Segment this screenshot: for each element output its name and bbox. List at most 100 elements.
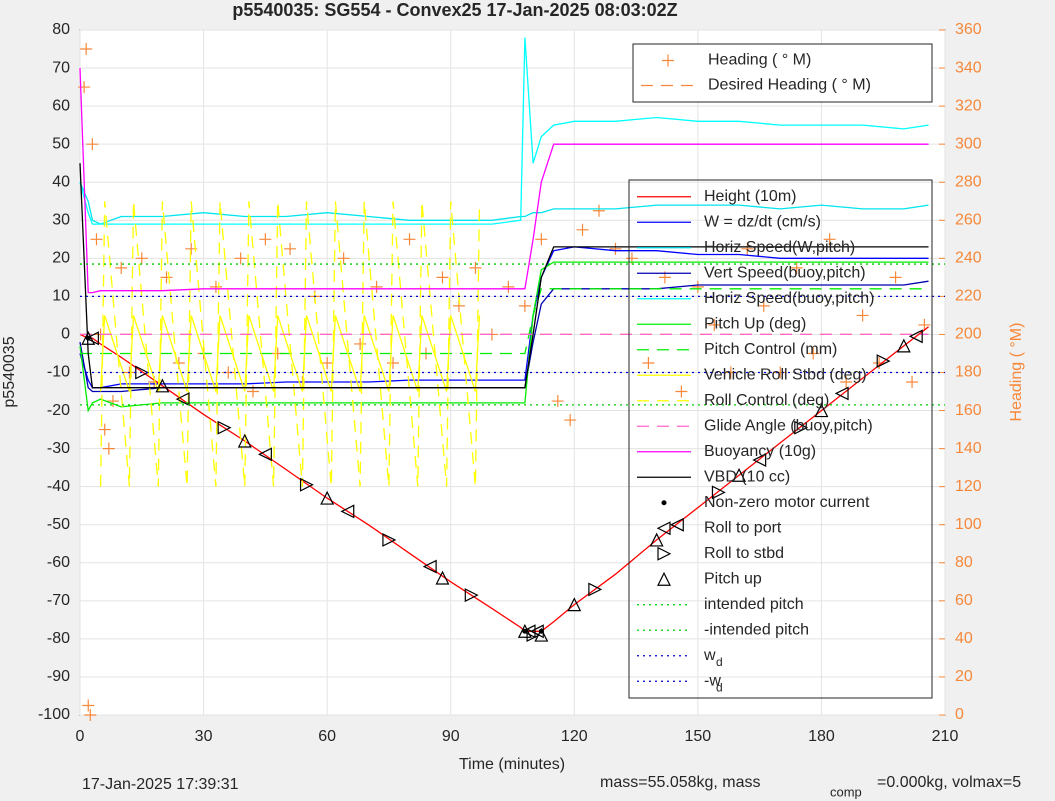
event-marker: [794, 420, 809, 435]
series-line: [99, 201, 481, 487]
heading-point: [675, 385, 688, 398]
legend-swatch: [662, 54, 674, 67]
event-marker: [649, 532, 664, 547]
y-tick-label: 20: [52, 250, 70, 267]
legend-label-sub: d: [716, 655, 723, 669]
heading-point: [354, 337, 367, 350]
legend-label: Roll Control (deg): [704, 392, 829, 409]
y-tick-label: 80: [52, 21, 70, 38]
event-marker: [732, 467, 747, 482]
heading-point: [790, 261, 803, 274]
y-tick-label: 70: [52, 59, 70, 76]
event-marker: [534, 627, 549, 642]
series-line: [79, 163, 929, 389]
legend-label: Glide Angle (buoy,pitch): [704, 417, 873, 434]
y-axis-label: p5540035: [1, 336, 18, 407]
heading-point: [80, 43, 93, 56]
legend-label: intended pitch: [704, 596, 804, 613]
legend-label: Vert Speed(buoy,pitch): [704, 264, 866, 281]
y-tick-label: -60: [47, 554, 70, 571]
event-marker: [237, 433, 252, 448]
heading-point: [840, 376, 853, 389]
legend-label: Pitch up: [704, 570, 762, 587]
y2-tick-label: 80: [955, 554, 973, 571]
x-tick-label: 180: [808, 728, 835, 745]
y2-tick-label: 20: [955, 668, 973, 685]
y-tick-label: 30: [52, 211, 70, 228]
event-marker: [908, 329, 923, 344]
legend-label: VBD (10 cc): [704, 468, 790, 485]
y2-tick-label: 240: [955, 250, 982, 267]
legend-label: -w: [704, 672, 721, 689]
y2-tick-label: 180: [955, 364, 982, 381]
event-marker: [526, 628, 541, 643]
y-tick-label: -10: [47, 364, 70, 381]
heading-point: [90, 233, 103, 246]
y2-tick-label: 40: [955, 630, 973, 647]
heading-point: [856, 309, 869, 322]
heading-point: [98, 423, 111, 436]
y2-tick-label: 320: [955, 97, 982, 114]
heading-point: [593, 204, 605, 217]
heading-point: [234, 252, 247, 265]
event-marker: [175, 392, 190, 407]
legend-label: Desired Heading ( ° M): [708, 77, 871, 94]
legend-box: [632, 43, 933, 103]
series-line: [79, 326, 929, 632]
series-line: [79, 68, 929, 294]
legend-swatch: [656, 521, 671, 536]
heading-point: [823, 233, 836, 246]
y-tick-label: -80: [47, 630, 70, 647]
heading-point: [135, 252, 148, 265]
legend-label-sub: d: [716, 680, 723, 694]
event-marker: [517, 623, 532, 638]
y2-axis-label: Heading ( °M): [1008, 323, 1025, 422]
y-tick-label: -40: [47, 478, 70, 495]
heading-point: [642, 356, 655, 369]
event-marker: [669, 517, 684, 532]
heading-point: [102, 442, 115, 455]
series-line: [79, 246, 929, 389]
legend-swatch: [657, 546, 672, 561]
legend-label: Roll to port: [704, 519, 782, 536]
heading-point: [564, 414, 577, 427]
heading-point: [403, 233, 416, 246]
event-marker: [81, 330, 96, 345]
event-marker: [814, 403, 829, 418]
event-marker: [752, 453, 767, 467]
y-tick-label: -100: [38, 706, 70, 723]
x-tick-label: 120: [561, 728, 588, 745]
y2-tick-label: 120: [955, 478, 982, 495]
event-marker: [422, 559, 437, 574]
y2-tick-label: 160: [955, 402, 982, 419]
y-tick-label: -30: [47, 440, 70, 457]
legend-label: Vehicle Roll Stbd (deg): [704, 366, 867, 383]
heading-point: [387, 356, 400, 369]
y-tick-label: -50: [47, 516, 70, 533]
heading-point: [86, 138, 99, 151]
event-marker: [876, 354, 891, 369]
event-marker: [834, 386, 849, 401]
event-marker: [340, 504, 355, 519]
event-marker: [711, 485, 726, 500]
y2-tick-label: 220: [955, 288, 982, 305]
legend-swatch: [661, 500, 667, 506]
series-line: [79, 37, 929, 225]
legend-label: -intended pitch: [704, 621, 809, 638]
legend-box: [628, 179, 933, 699]
heading-point: [502, 280, 515, 293]
y2-tick-label: 60: [955, 592, 973, 609]
footer-mass-sub: comp: [830, 784, 862, 799]
legend-label: W = dz/dt (cm/s): [704, 213, 821, 230]
heading-point: [691, 280, 704, 293]
event-marker: [435, 570, 450, 585]
y-tick-label: 60: [52, 97, 70, 114]
y2-tick-label: 140: [955, 440, 982, 457]
heading-point: [518, 299, 531, 312]
heading-point: [906, 376, 919, 389]
legend-label: Horiz Speed(W,pitch): [704, 239, 855, 256]
footer-rest: =0.000kg, volmax=5: [877, 774, 1021, 791]
event-marker: [320, 490, 335, 505]
series-line: [80, 288, 929, 355]
